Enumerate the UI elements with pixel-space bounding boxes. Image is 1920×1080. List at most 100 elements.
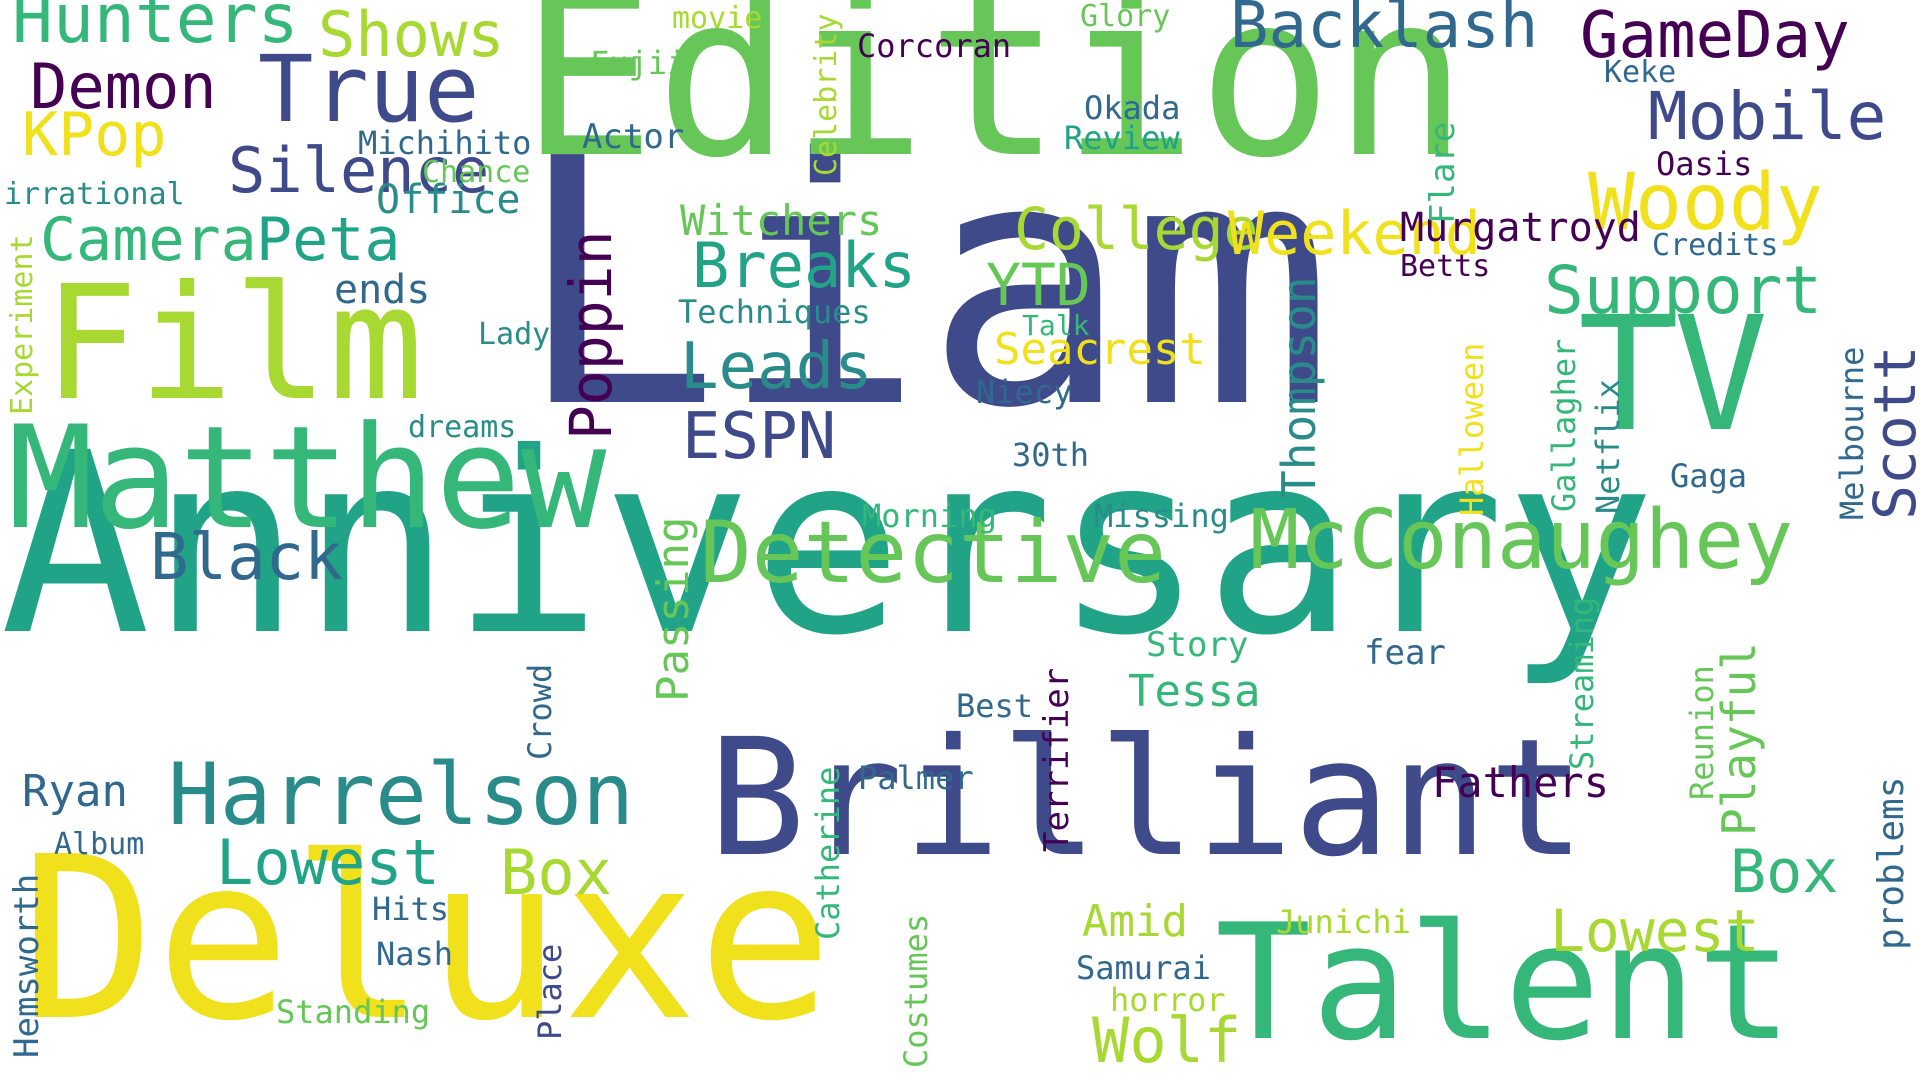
word-samurai: Samurai: [1076, 949, 1211, 987]
word-support: Murgatroyd: [1400, 205, 1641, 251]
word-edition: Edition: [520, 0, 1469, 208]
word-terrifier: Terrifier: [1037, 667, 1077, 852]
word-anniversary: Anniversary: [0, 399, 1656, 690]
word-app: Silence: [228, 134, 490, 207]
word-ytd: YTD: [986, 251, 1091, 319]
word-espn: Weekend: [1228, 199, 1481, 269]
word-missing: Missing: [1094, 497, 1229, 535]
word-irrational: irrational: [4, 177, 185, 212]
word-okada: Okada: [1084, 89, 1181, 127]
word-hunters: Hunters: [12, 0, 299, 59]
word-story: Story: [1146, 625, 1249, 665]
word-oasis: Oasis: [1656, 145, 1753, 183]
word-black: Lowest: [216, 826, 440, 899]
word-place: Place: [531, 943, 569, 1040]
word-experiment: Experiment: [5, 234, 40, 415]
word-detective: Detective: [700, 503, 1166, 603]
word-shows: Shows: [318, 0, 505, 71]
word-woody: Woody: [1588, 158, 1823, 248]
word-lowest: Lowest: [1550, 897, 1760, 965]
word-film: Film: [43, 252, 424, 436]
word-betts: Betts: [1400, 249, 1491, 284]
word-mcconaughey: McConaughey: [1250, 493, 1794, 588]
word-ryan: Ryan: [22, 766, 128, 817]
word-leads: College: [1014, 195, 1259, 263]
word-morning: Morning: [862, 497, 997, 535]
word-lady: Lady: [478, 317, 551, 352]
word-costumes: Costumes: [897, 913, 935, 1068]
word-playful: Playful: [1712, 642, 1766, 836]
word-demon: Demon: [30, 50, 217, 123]
word-palmer: Palmer: [858, 759, 974, 797]
word-murgatroyd: Black: [150, 521, 343, 595]
word-techniques: Techniques: [678, 293, 871, 331]
word-talent: Talent: [1215, 889, 1793, 1076]
word-junichi: Junichi: [1276, 903, 1411, 941]
word-michihito: Michihito: [358, 124, 532, 162]
word-backlash: Backlash: [1230, 0, 1539, 63]
word-standing: Standing: [276, 993, 431, 1031]
word-breaks: ESPN: [682, 400, 837, 474]
word-camera: Office: [376, 177, 521, 223]
word-passing: Passing: [648, 516, 699, 702]
word-scott: Box: [500, 836, 612, 909]
word-catherine: Catherine: [809, 766, 847, 940]
word-netflix: Netflix: [1589, 379, 1627, 514]
word-gameday: GameDay: [1580, 0, 1850, 73]
word-review: Review: [1064, 119, 1180, 157]
word-amid: Amid: [1082, 896, 1188, 947]
word-matthew: Matthew: [8, 396, 607, 561]
word-box: Box: [1730, 837, 1839, 907]
word-corcoran: Corcoran: [857, 27, 1012, 65]
word-hemsworth: Hemsworth: [7, 873, 47, 1058]
word-poppin: Poppin: [557, 230, 625, 440]
word-credits: Credits: [1652, 228, 1779, 263]
word-gallagher: Gallagher: [1545, 338, 1583, 512]
word-ends: ends: [334, 267, 431, 313]
word-office: Leads: [680, 330, 873, 404]
word-fathers: Fathers: [1432, 758, 1610, 807]
word-best: Best: [956, 687, 1034, 725]
word-album: Album: [54, 827, 145, 862]
word-nash: Nash: [376, 935, 454, 973]
word-seacrest: Seacrest: [994, 324, 1206, 375]
word-horror: horror: [1110, 981, 1226, 1019]
word-gaga: Gaga: [1670, 457, 1748, 495]
word-college: Support: [1544, 252, 1823, 329]
word-tessa: Tessa: [1128, 666, 1261, 717]
word-brilliant: Brilliant: [708, 705, 1586, 893]
word-actor: Actor: [582, 117, 685, 157]
word-30th: 30th: [1012, 436, 1090, 474]
word-problems: problems: [1871, 776, 1912, 950]
word-chance: Chance: [422, 155, 531, 190]
word-dreams: dreams: [408, 410, 517, 445]
word-fujii: Fujii: [590, 44, 687, 82]
word-wolf: Wolf: [1092, 1004, 1242, 1077]
word-silence: Peta: [256, 205, 401, 275]
word-crowd: Crowd: [521, 663, 559, 760]
word-halloween: Halloween: [1453, 342, 1491, 516]
word-celebrity: Celebrity: [809, 13, 844, 176]
word-glory: Glory: [1080, 0, 1171, 34]
word-peta: Breaks: [692, 229, 916, 302]
word-mobile: Mobile: [1648, 78, 1887, 155]
word-witchers: Witchers: [680, 196, 883, 245]
word-talk: Talk: [1022, 309, 1090, 342]
word-thompson: Thompson: [1272, 276, 1326, 498]
word-niecy: Niecy: [976, 373, 1073, 411]
word-movie: movie: [672, 1, 763, 36]
word-liam: Liam: [515, 87, 1334, 483]
word-flare: Flare: [1423, 121, 1463, 224]
word-phone: Camera: [40, 205, 257, 275]
word-tv: TV: [1578, 283, 1769, 467]
word-keke: Keke: [1604, 55, 1677, 90]
word-true: True: [258, 36, 480, 143]
word-hits: Hits: [372, 890, 450, 928]
word-fear: fear: [1364, 633, 1446, 673]
word-deluxe: Deluxe: [20, 809, 833, 1071]
word-harrelson: Harrelson: [168, 745, 634, 845]
word-kpop: KPop: [22, 100, 167, 170]
word-weekend: Scott: [1861, 345, 1920, 520]
word-streaming: Streaming: [1563, 596, 1601, 770]
